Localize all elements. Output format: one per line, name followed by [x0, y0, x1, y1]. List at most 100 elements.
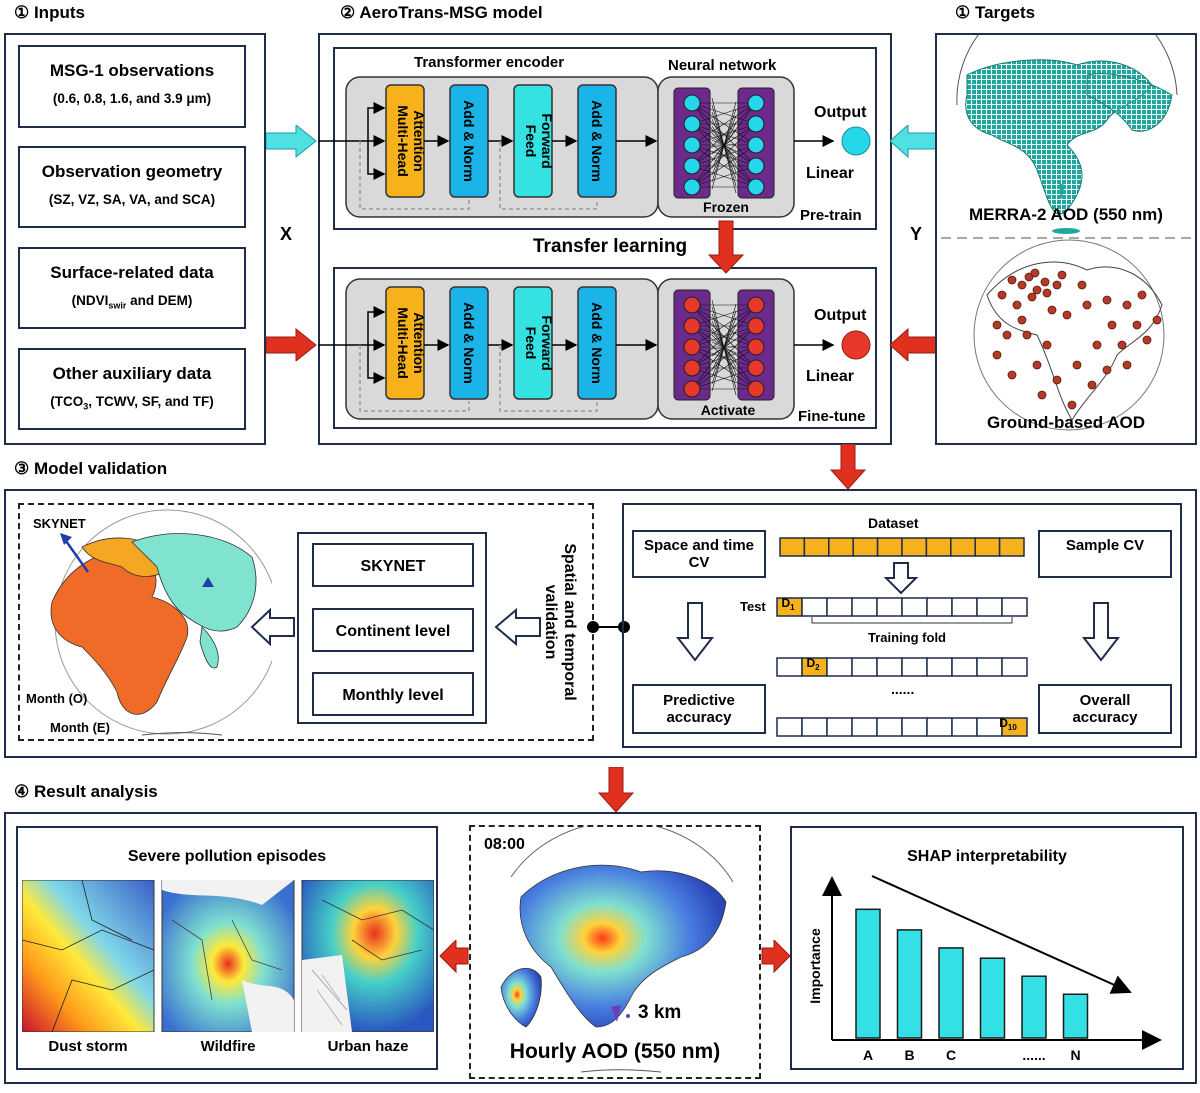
svg-text:Add & Norm: Add & Norm: [589, 302, 605, 384]
shap-bar: [855, 908, 881, 1039]
y-axis-label: Importance: [807, 928, 823, 1004]
svg-text:Multi-Head: Multi-Head: [395, 105, 411, 177]
transfer-arrow-icon: [707, 220, 745, 274]
cyan-arrow-right-icon: [266, 125, 317, 159]
pretrain-label: Pre-train: [800, 207, 862, 224]
validation-title: ③ Model validation: [14, 459, 168, 478]
transfer-label: Transfer learning: [533, 236, 688, 257]
wildfire-map: [161, 880, 295, 1032]
svg-text:Multi-Head: Multi-Head: [395, 307, 411, 379]
svg-text:Frozen: Frozen: [703, 199, 749, 215]
svg-text:Feed: Feed: [523, 125, 539, 158]
sample-cv: Sample CV: [1038, 530, 1172, 578]
input-arrows: [266, 125, 317, 361]
input-msg1: MSG-1 observations (0.6, 0.8, 1.6, and 3…: [18, 45, 246, 128]
merra-globe: [956, 35, 1178, 215]
episodes-title: Severe pollution episodes: [127, 848, 327, 865]
levels-box: [297, 532, 487, 724]
shap-bar: [1021, 975, 1047, 1039]
targets-globes: MERRA-2 AOD (550 nm) Ground-based AOD: [941, 35, 1191, 432]
level-continent: Continent level: [312, 608, 474, 652]
shap-tick-label: ......: [1022, 1047, 1045, 1063]
input-msg1-sub: (0.6, 0.8, 1.6, and 3.9 μm): [52, 91, 212, 106]
shap-bar: [1062, 993, 1089, 1039]
predictive-accuracy: Predictive accuracy: [632, 684, 766, 734]
month-o-label: Month (O): [26, 691, 88, 706]
ground-label: Ground-based AOD: [987, 413, 1145, 432]
linear-label-top: Linear: [806, 165, 855, 182]
validation-connectors: [250, 607, 630, 647]
analysis-arrows: [439, 940, 791, 974]
input-surface-title: Surface-related data: [50, 263, 214, 282]
hollow-arrow-left-icon: [250, 607, 295, 647]
hollow-arrow-down-icon: [883, 562, 919, 595]
hollow-arrow-down-right-icon: [1081, 602, 1121, 662]
shap-chart: Importance A B C...... N: [807, 875, 1162, 1063]
inputs-panel: [4, 33, 266, 445]
level-skynet: SKYNET: [312, 543, 474, 587]
hourly-aod-label: Hourly AOD (550 nm): [509, 1040, 721, 1063]
ellipsis-label: ......: [891, 681, 915, 697]
input-msg1-title: MSG-1 observations: [49, 61, 215, 80]
merra-label: MERRA-2 AOD (550 nm): [969, 205, 1163, 224]
shap-bar: [979, 957, 1006, 1039]
shap-tick-label: C: [946, 1047, 956, 1063]
svg-text:Feed: Feed: [523, 327, 539, 360]
svg-text:Forward: Forward: [539, 315, 555, 370]
svg-text:D1: D1: [781, 596, 795, 612]
svg-text:Add & Norm: Add & Norm: [461, 100, 477, 182]
aod-time-label: 08:00: [484, 836, 525, 853]
test-label: Test: [740, 599, 766, 614]
shap-tick-label: A: [863, 1047, 873, 1063]
finetune-label: Fine-tune: [798, 408, 866, 425]
svg-text:Activate: Activate: [701, 402, 756, 418]
svg-text:Forward: Forward: [539, 113, 555, 168]
skynet-map-label: SKYNET: [33, 516, 86, 531]
red-arrow-left-icon: [889, 327, 937, 361]
level-monthly: Monthly level: [312, 672, 474, 716]
model-diagram: Multi-Head Attention Add & Norm Feed For…: [318, 76, 871, 420]
cv-diagram: D1 D2 D10: [675, 537, 1121, 737]
hourly-aod-panel: [469, 825, 761, 1079]
shap-bar: [938, 947, 964, 1039]
svg-text:Attention: Attention: [411, 110, 427, 171]
encoder-top: Multi-Head Attention Add & Norm Feed For…: [318, 76, 659, 218]
input-geometry: Observation geometry (SZ, VZ, SA, VA, an…: [18, 146, 246, 228]
shap-title: SHAP interpretability: [907, 848, 1067, 865]
input-surface: Surface-related data (NDVIswir and DEM): [18, 247, 246, 329]
input-auxiliary: Other auxiliary data (TCO3, TCWV, SF, an…: [18, 348, 246, 430]
svg-text:Add & Norm: Add & Norm: [461, 302, 477, 384]
red-arrow-right-2-icon: [761, 940, 791, 974]
linear-label-bottom: Linear: [806, 368, 855, 385]
shap-tick-label: B: [904, 1047, 914, 1063]
output-label-top: Output: [814, 104, 867, 121]
episode-haze-label: Urban haze: [327, 1038, 409, 1055]
analysis-title: ④ Result analysis: [14, 782, 158, 801]
month-e-label: Month (E): [50, 720, 110, 735]
x-label: X: [280, 224, 293, 244]
encoder-bottom: Multi-Head Attention Add & Norm Feed For…: [318, 278, 659, 420]
input-geometry-title: Observation geometry: [41, 162, 223, 181]
trend-arrow: [871, 875, 1132, 994]
nn-top: Frozen: [657, 76, 871, 218]
y-label: Y: [910, 224, 923, 244]
input-auxiliary-sub: (TCO3, TCWV, SF, and TF): [50, 394, 214, 412]
svg-text:Attention: Attention: [411, 312, 427, 373]
episode-maps: [22, 880, 434, 1032]
nn-bottom: Activate: [657, 278, 871, 420]
training-fold-label: Training fold: [868, 630, 946, 645]
svg-text:Add & Norm: Add & Norm: [589, 100, 605, 182]
svg-text:D2: D2: [806, 656, 820, 672]
model-title: ② AeroTrans-MSG model: [340, 3, 543, 22]
ground-globe: [973, 239, 1165, 431]
overall-accuracy: Overall accuracy: [1038, 684, 1172, 734]
inputs-title: ① Inputs: [14, 3, 85, 22]
svg-text:D10: D10: [999, 716, 1017, 732]
hourly-aod-globe: [500, 827, 734, 1073]
episode-wildfire-label: Wildfire: [200, 1038, 256, 1055]
down-arrow-2-icon: [598, 767, 634, 813]
input-auxiliary-title: Other auxiliary data: [52, 364, 212, 383]
episode-dust-label: Dust storm: [48, 1038, 128, 1055]
nn-label-top: Neural network: [668, 57, 777, 74]
dust-storm-map: [22, 880, 155, 1032]
